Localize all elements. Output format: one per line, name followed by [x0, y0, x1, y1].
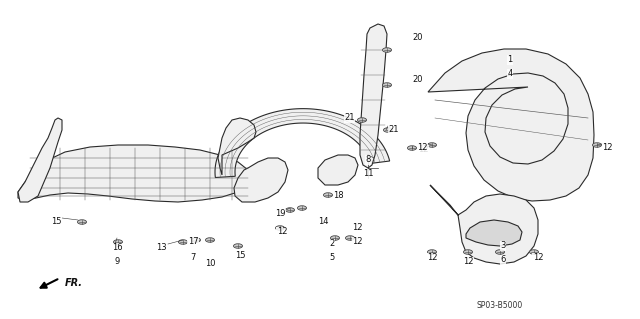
Text: 1: 1: [508, 56, 513, 64]
Text: 4: 4: [508, 70, 513, 78]
Text: 20: 20: [412, 33, 422, 42]
Circle shape: [330, 236, 339, 240]
Circle shape: [383, 128, 392, 132]
Text: 3: 3: [500, 241, 506, 250]
Circle shape: [358, 118, 367, 122]
Text: 18: 18: [333, 191, 344, 201]
Circle shape: [298, 206, 307, 210]
Circle shape: [593, 143, 602, 147]
Text: FR.: FR.: [65, 278, 83, 288]
Circle shape: [285, 208, 294, 212]
Circle shape: [529, 250, 538, 254]
Text: 12: 12: [418, 145, 429, 154]
Polygon shape: [234, 158, 288, 202]
Text: 12: 12: [352, 238, 362, 247]
Circle shape: [463, 250, 472, 254]
Polygon shape: [18, 145, 252, 202]
Text: 10: 10: [205, 259, 215, 269]
Text: 12: 12: [276, 227, 287, 236]
Circle shape: [77, 220, 86, 224]
Circle shape: [383, 83, 392, 87]
Text: 12: 12: [417, 144, 428, 152]
Polygon shape: [466, 220, 522, 246]
Polygon shape: [360, 24, 387, 168]
Polygon shape: [218, 118, 256, 175]
Text: 6: 6: [500, 256, 506, 264]
Text: 2: 2: [330, 240, 335, 249]
Polygon shape: [318, 155, 358, 185]
Circle shape: [113, 240, 122, 244]
Text: 19: 19: [275, 210, 286, 219]
Text: 15: 15: [51, 218, 62, 226]
Circle shape: [383, 48, 392, 52]
Circle shape: [323, 193, 333, 197]
Text: 12: 12: [427, 254, 437, 263]
Circle shape: [428, 143, 436, 147]
Text: 17: 17: [188, 238, 198, 247]
Circle shape: [495, 250, 504, 254]
Text: 5: 5: [330, 254, 335, 263]
Text: 11: 11: [363, 169, 373, 179]
Text: 8: 8: [365, 155, 371, 165]
Text: 7: 7: [190, 254, 196, 263]
Circle shape: [408, 146, 417, 150]
Polygon shape: [428, 49, 594, 201]
Text: SP03-B5000: SP03-B5000: [477, 300, 523, 309]
Text: 20: 20: [412, 76, 422, 85]
Text: 13: 13: [156, 243, 167, 253]
Circle shape: [205, 238, 214, 242]
Text: 12: 12: [532, 254, 543, 263]
Polygon shape: [18, 118, 62, 202]
Circle shape: [179, 240, 188, 244]
Polygon shape: [215, 109, 390, 177]
Text: 15: 15: [235, 250, 245, 259]
Text: 12: 12: [602, 144, 612, 152]
Text: 21: 21: [344, 114, 355, 122]
Text: 21: 21: [388, 125, 399, 135]
Circle shape: [234, 244, 243, 248]
Circle shape: [191, 238, 200, 242]
Text: 12: 12: [352, 224, 362, 233]
Circle shape: [346, 236, 355, 240]
Text: 9: 9: [115, 257, 120, 266]
Polygon shape: [430, 185, 538, 264]
Circle shape: [428, 250, 436, 254]
Text: 12: 12: [463, 257, 473, 266]
Text: 14: 14: [318, 218, 328, 226]
Circle shape: [275, 226, 285, 230]
Text: 16: 16: [112, 243, 122, 253]
